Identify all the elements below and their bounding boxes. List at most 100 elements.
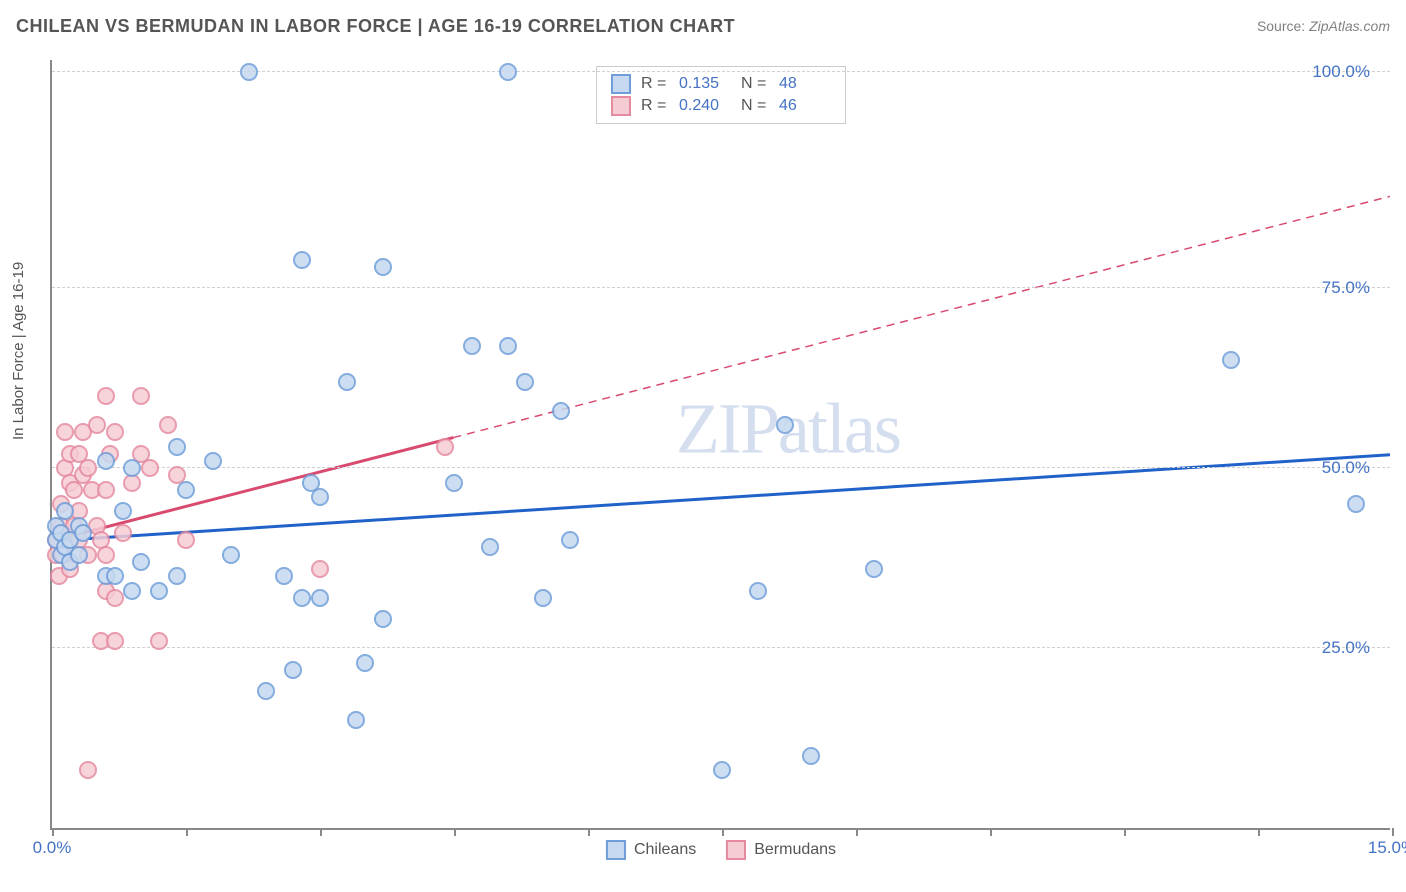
data-point-bermudans xyxy=(106,423,124,441)
data-point-chileans xyxy=(463,337,481,355)
data-point-chileans xyxy=(311,589,329,607)
source-link[interactable]: ZipAtlas.com xyxy=(1309,18,1390,34)
plot-area: ZIPatlas R = 0.135 N = 48 R = 0.240 N = … xyxy=(50,60,1390,830)
data-point-chileans xyxy=(293,589,311,607)
x-tick xyxy=(1258,828,1260,836)
x-tick xyxy=(320,828,322,836)
data-point-bermudans xyxy=(106,589,124,607)
correlation-chart: CHILEAN VS BERMUDAN IN LABOR FORCE | AGE… xyxy=(0,0,1406,892)
data-point-chileans xyxy=(168,567,186,585)
watermark-text: ZIP xyxy=(676,388,778,468)
r-value-chileans: 0.135 xyxy=(679,73,731,95)
data-point-bermudans xyxy=(97,546,115,564)
data-point-bermudans xyxy=(132,387,150,405)
data-point-bermudans xyxy=(114,524,132,542)
data-point-bermudans xyxy=(177,531,195,549)
data-point-bermudans xyxy=(311,560,329,578)
y-tick-label: 25.0% xyxy=(1322,638,1370,658)
legend-item-chileans: Chileans xyxy=(606,840,696,860)
swatch-chileans xyxy=(611,74,631,94)
swatch-chileans xyxy=(606,840,626,860)
data-point-chileans xyxy=(132,553,150,571)
y-tick-label: 100.0% xyxy=(1312,62,1370,82)
data-point-chileans xyxy=(284,661,302,679)
gridline xyxy=(52,467,1390,468)
data-point-bermudans xyxy=(150,632,168,650)
data-point-chileans xyxy=(374,610,392,628)
data-point-chileans xyxy=(499,337,517,355)
data-point-chileans xyxy=(70,546,88,564)
data-point-chileans xyxy=(222,546,240,564)
data-point-chileans xyxy=(1222,351,1240,369)
r-label: R = xyxy=(641,73,669,95)
gridline xyxy=(52,647,1390,648)
n-value-bermudans: 46 xyxy=(779,95,831,117)
gridline xyxy=(52,287,1390,288)
data-point-chileans xyxy=(56,502,74,520)
data-point-chileans xyxy=(338,373,356,391)
data-point-chileans xyxy=(374,258,392,276)
source-attribution: Source: ZipAtlas.com xyxy=(1257,18,1390,34)
chart-title: CHILEAN VS BERMUDAN IN LABOR FORCE | AGE… xyxy=(16,16,735,37)
data-point-chileans xyxy=(123,459,141,477)
n-label: N = xyxy=(741,95,769,117)
r-value-bermudans: 0.240 xyxy=(679,95,731,117)
n-value-chileans: 48 xyxy=(779,73,831,95)
data-point-chileans xyxy=(481,538,499,556)
source-label: Source: xyxy=(1257,18,1305,34)
data-point-chileans xyxy=(499,63,517,81)
swatch-bermudans xyxy=(726,840,746,860)
legend-label-bermudans: Bermudans xyxy=(754,841,836,859)
data-point-chileans xyxy=(776,416,794,434)
legend-series: Chileans Bermudans xyxy=(606,840,836,860)
x-tick-label: 15.0% xyxy=(1368,838,1406,858)
legend-stats: R = 0.135 N = 48 R = 0.240 N = 46 xyxy=(596,66,846,124)
data-point-chileans xyxy=(749,582,767,600)
data-point-bermudans xyxy=(106,632,124,650)
x-tick xyxy=(588,828,590,836)
data-point-chileans xyxy=(97,452,115,470)
data-point-chileans xyxy=(561,531,579,549)
data-point-chileans xyxy=(240,63,258,81)
x-tick xyxy=(990,828,992,836)
legend-item-bermudans: Bermudans xyxy=(726,840,836,860)
x-tick-label: 0.0% xyxy=(33,838,72,858)
watermark-text-2: atlas xyxy=(778,388,900,468)
x-tick xyxy=(722,828,724,836)
data-point-chileans xyxy=(713,761,731,779)
y-axis-label: In Labor Force | Age 16-19 xyxy=(10,262,27,440)
x-tick xyxy=(186,828,188,836)
x-tick xyxy=(454,828,456,836)
x-tick xyxy=(856,828,858,836)
r-label: R = xyxy=(641,95,669,117)
data-point-bermudans xyxy=(88,416,106,434)
data-point-chileans xyxy=(534,589,552,607)
data-point-chileans xyxy=(168,438,186,456)
legend-row-bermudans: R = 0.240 N = 46 xyxy=(611,95,831,117)
data-point-chileans xyxy=(516,373,534,391)
x-tick xyxy=(52,828,54,836)
x-tick xyxy=(1124,828,1126,836)
regression-lines xyxy=(52,60,1390,828)
data-point-chileans xyxy=(74,524,92,542)
data-point-chileans xyxy=(445,474,463,492)
data-point-chileans xyxy=(204,452,222,470)
data-point-bermudans xyxy=(159,416,177,434)
data-point-chileans xyxy=(150,582,168,600)
n-label: N = xyxy=(741,73,769,95)
data-point-bermudans xyxy=(79,761,97,779)
data-point-chileans xyxy=(106,567,124,585)
data-point-bermudans xyxy=(436,438,454,456)
data-point-chileans xyxy=(123,582,141,600)
data-point-chileans xyxy=(1347,495,1365,513)
data-point-chileans xyxy=(311,488,329,506)
data-point-chileans xyxy=(177,481,195,499)
swatch-bermudans xyxy=(611,96,631,116)
data-point-chileans xyxy=(802,747,820,765)
data-point-chileans xyxy=(356,654,374,672)
legend-row-chileans: R = 0.135 N = 48 xyxy=(611,73,831,95)
data-point-bermudans xyxy=(141,459,159,477)
data-point-bermudans xyxy=(56,423,74,441)
data-point-chileans xyxy=(347,711,365,729)
data-point-chileans xyxy=(293,251,311,269)
